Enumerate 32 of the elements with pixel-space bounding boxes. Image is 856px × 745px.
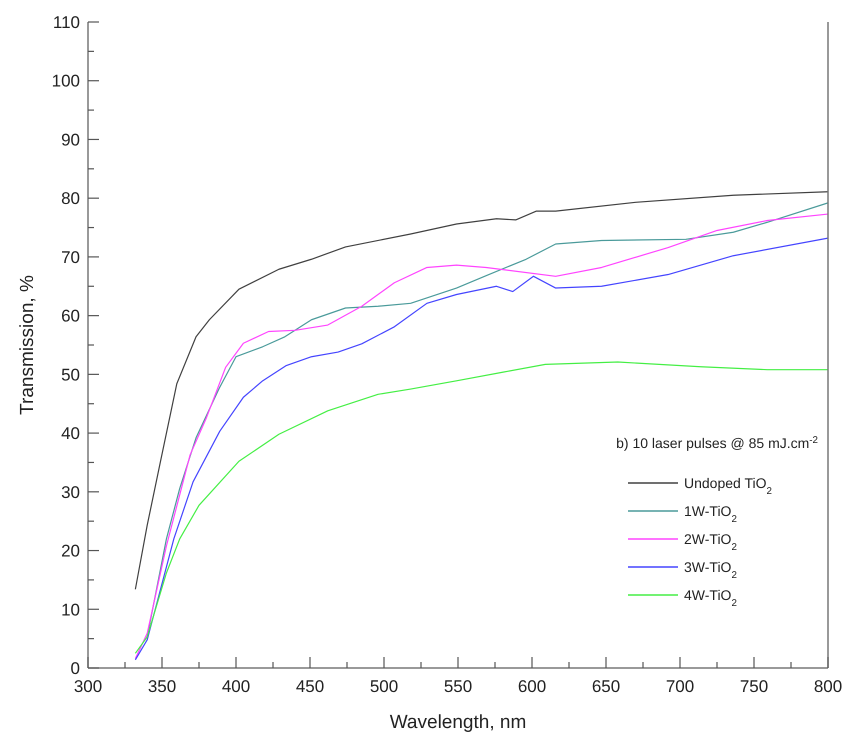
y-tick-label: 70: [61, 248, 80, 267]
y-tick-label: 40: [61, 424, 80, 444]
x-tick-label: 600: [518, 677, 546, 696]
x-tick-label: 300: [74, 677, 102, 696]
x-axis-title: Wavelength, nm: [390, 712, 526, 733]
x-tick-label: 500: [370, 677, 398, 696]
legend-label: 1W-TiO$_{2}$: [684, 503, 737, 524]
y-tick-label: 30: [61, 482, 80, 502]
x-tick-label: 650: [592, 677, 620, 696]
x-tick-label: 800: [814, 677, 842, 696]
y-tick-label: 50: [61, 365, 80, 384]
legend-label: Undoped TiO$_{2}$: [684, 475, 772, 496]
y-tick-label: 60: [61, 306, 80, 326]
y-tick-label: 20: [61, 542, 80, 561]
x-tick-label: 450: [296, 677, 324, 696]
x-tick-label: 400: [222, 677, 250, 696]
y-tick-label: 0: [70, 659, 80, 678]
legend-label: 4W-TiO$_{2}$: [684, 587, 737, 608]
x-tick-label: 350: [148, 677, 176, 696]
x-tick-label: 700: [666, 677, 694, 696]
legend-label: 3W-TiO$_{2}$: [684, 559, 737, 580]
legend-label: 2W-TiO$_{2}$: [684, 531, 737, 552]
line-series: [134, 361, 829, 654]
x-tick-label: 750: [740, 677, 768, 696]
y-tick-label: 90: [61, 130, 80, 150]
y-axis-title: Transmission, %: [17, 275, 38, 415]
y-tick-label: 10: [61, 600, 80, 620]
annotation: b) 10 laser pulses @ 85 mJ.cm$^{-2}$: [616, 434, 818, 451]
y-tick-label: 100: [52, 72, 80, 91]
y-tick-label: 80: [61, 189, 80, 208]
x-tick-label: 550: [444, 677, 472, 696]
y-tick-label: 110: [52, 13, 80, 32]
